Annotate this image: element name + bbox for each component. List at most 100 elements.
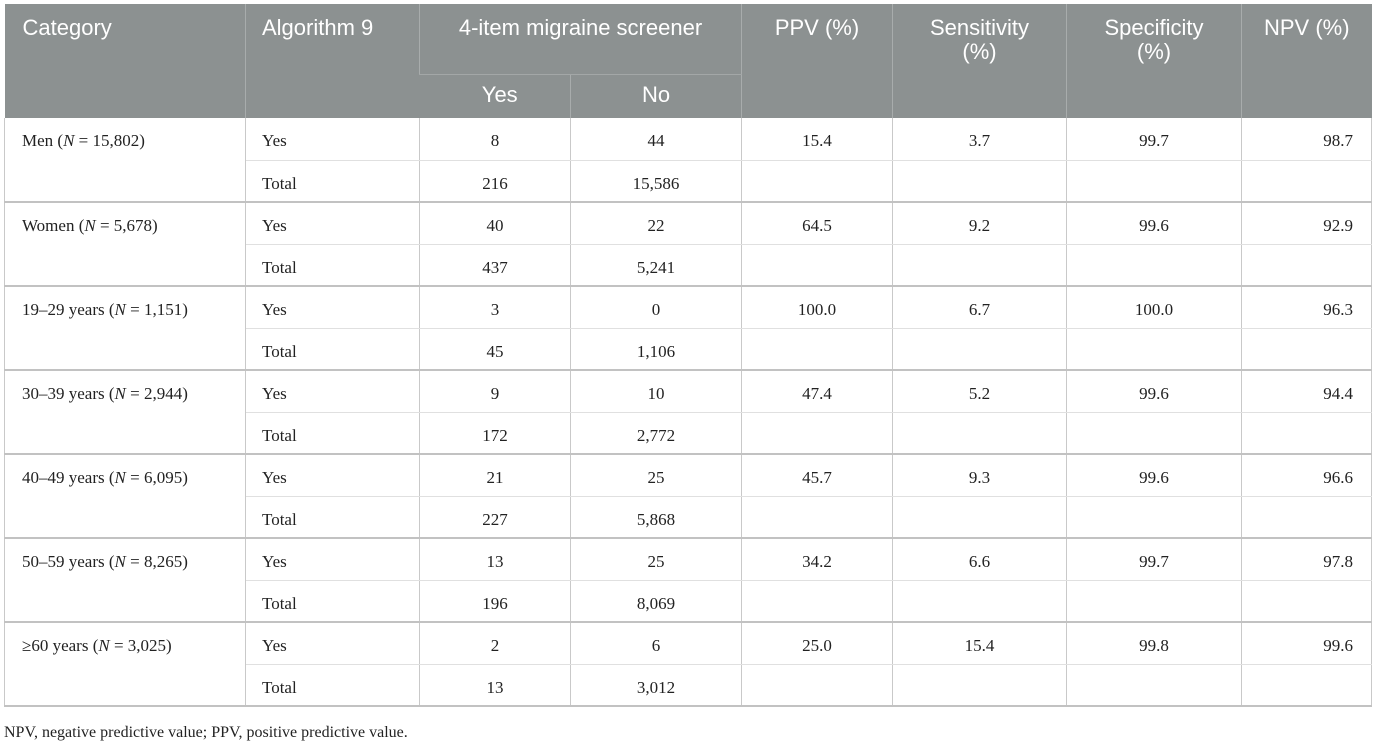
npv-cell (1241, 412, 1372, 455)
category-n-symbol: N (84, 216, 96, 235)
sensitivity-cell: 5.2 (892, 370, 1067, 413)
table-row: ≥60 years (N = 3,025) Yes 2 6 25.0 15.4 99.8 99… (4, 622, 1372, 707)
screener-no-cell: 1,106 (570, 328, 742, 371)
header-ppv: PPV (%) (741, 4, 893, 118)
sensitivity-cell (892, 496, 1067, 539)
ppv-cell: 100.0 (741, 286, 893, 329)
screener-yes-cell: 227 (419, 496, 571, 539)
category-label: ≥60 years ( (22, 636, 99, 655)
algorithm-cell: Total (245, 496, 420, 539)
specificity-cell (1066, 580, 1242, 623)
category-n-symbol: N (114, 468, 126, 487)
category-count: = 5,678) (95, 216, 158, 235)
screener-no-cell: 3,012 (570, 664, 742, 707)
table-row: Men (N = 15,802) Yes 8 44 15.4 3.7 99.7 98.7 (4, 118, 1372, 203)
npv-cell: 96.3 (1241, 286, 1372, 329)
table-footnote: NPV, negative predictive value; PPV, pos… (4, 724, 408, 741)
specificity-cell: 99.6 (1066, 370, 1242, 413)
header-algorithm: Algorithm 9 (245, 4, 420, 118)
table-row: Total 216 15,586 (5, 160, 1372, 203)
specificity-cell: 99.8 (1066, 622, 1242, 665)
npv-cell (1241, 244, 1372, 287)
ppv-cell: 47.4 (741, 370, 893, 413)
specificity-cell (1066, 496, 1242, 539)
screener-no-cell: 2,772 (570, 412, 742, 455)
category-label: 19–29 years ( (22, 300, 115, 319)
category-cell: ≥60 years (N = 3,025) (4, 622, 246, 707)
algorithm-cell: Total (245, 412, 420, 455)
ppv-cell (741, 244, 893, 287)
ppv-cell: 25.0 (741, 622, 893, 665)
screener-yes-cell: 3 (419, 286, 571, 329)
table-row: Total 172 2,772 (5, 412, 1372, 455)
sensitivity-cell: 3.7 (892, 118, 1067, 161)
screener-yes-cell: 8 (419, 118, 571, 161)
table-row: 40–49 years (N = 6,095) Yes 21 25 45.7 9.3 99.… (4, 454, 1372, 539)
results-table: Category Algorithm 9 4-item migraine scr… (4, 4, 1372, 707)
table-row: 50–59 years (N = 8,265) Yes 13 25 34.2 6.6 99.… (4, 538, 1372, 623)
table-body: Men (N = 15,802) Yes 8 44 15.4 3.7 99.7 98.7 Tot… (4, 118, 1372, 707)
npv-cell (1241, 160, 1372, 203)
npv-cell (1241, 580, 1372, 623)
ppv-cell (741, 160, 893, 203)
ppv-cell: 15.4 (741, 118, 893, 161)
sensitivity-cell: 9.2 (892, 202, 1067, 245)
table-row: 19–29 years (N = 1,151) Yes 3 0 100.0 6.7 100.… (4, 286, 1372, 371)
category-count: = 1,151) (125, 300, 188, 319)
category-label: Men ( (22, 131, 64, 150)
ppv-cell (741, 664, 893, 707)
sensitivity-cell: 9.3 (892, 454, 1067, 497)
screener-no-cell: 15,586 (570, 160, 742, 203)
category-label: 30–39 years ( (22, 384, 115, 403)
screener-yes-cell: 13 (419, 664, 571, 707)
category-n-symbol: N (114, 300, 126, 319)
specificity-cell (1066, 328, 1242, 371)
npv-cell: 98.7 (1241, 118, 1372, 161)
algorithm-cell: Yes (245, 538, 420, 581)
ppv-cell (741, 412, 893, 455)
npv-cell: 96.6 (1241, 454, 1372, 497)
specificity-cell (1066, 244, 1242, 287)
header-sensitivity-line2: (%) (962, 39, 997, 64)
algorithm-cell: Yes (245, 370, 420, 413)
npv-cell: 94.4 (1241, 370, 1372, 413)
ppv-cell: 64.5 (741, 202, 893, 245)
screener-yes-cell: 196 (419, 580, 571, 623)
sensitivity-cell: 6.6 (892, 538, 1067, 581)
category-cell: 19–29 years (N = 1,151) (4, 286, 246, 371)
screener-no-cell: 22 (570, 202, 742, 245)
screener-yes-cell: 13 (419, 538, 571, 581)
category-n-symbol: N (114, 552, 126, 571)
sensitivity-cell (892, 664, 1067, 707)
specificity-cell (1066, 412, 1242, 455)
sensitivity-cell: 6.7 (892, 286, 1067, 329)
screener-yes-cell: 40 (419, 202, 571, 245)
npv-cell (1241, 328, 1372, 371)
ppv-cell (741, 328, 893, 371)
header-yes: Yes (419, 74, 571, 118)
npv-cell (1241, 496, 1372, 539)
algorithm-cell: Yes (245, 202, 420, 245)
category-label: Women ( (22, 216, 85, 235)
specificity-cell: 99.6 (1066, 202, 1242, 245)
table-row: Total 13 3,012 (5, 664, 1372, 707)
screener-no-cell: 8,069 (570, 580, 742, 623)
screener-yes-cell: 2 (419, 622, 571, 665)
table-row: Women (N = 5,678) Yes 40 22 64.5 9.2 99.6 92.9 (4, 202, 1372, 287)
sensitivity-cell (892, 160, 1067, 203)
table-row: Total 437 5,241 (5, 244, 1372, 287)
specificity-cell: 99.7 (1066, 538, 1242, 581)
category-label: 50–59 years ( (22, 552, 115, 571)
algorithm-cell: Yes (245, 622, 420, 665)
screener-no-cell: 0 (570, 286, 742, 329)
header-specificity-line2: (%) (1136, 39, 1172, 64)
category-cell: 30–39 years (N = 2,944) (4, 370, 246, 455)
category-label: 40–49 years ( (22, 468, 115, 487)
screener-yes-cell: 172 (419, 412, 571, 455)
table-row: 30–39 years (N = 2,944) Yes 9 10 47.4 5.2 99.6… (4, 370, 1372, 455)
algorithm-cell: Yes (245, 454, 420, 497)
algorithm-cell: Total (245, 664, 420, 707)
category-count: = 8,265) (125, 552, 188, 571)
screener-yes-cell: 45 (419, 328, 571, 371)
ppv-cell (741, 496, 893, 539)
